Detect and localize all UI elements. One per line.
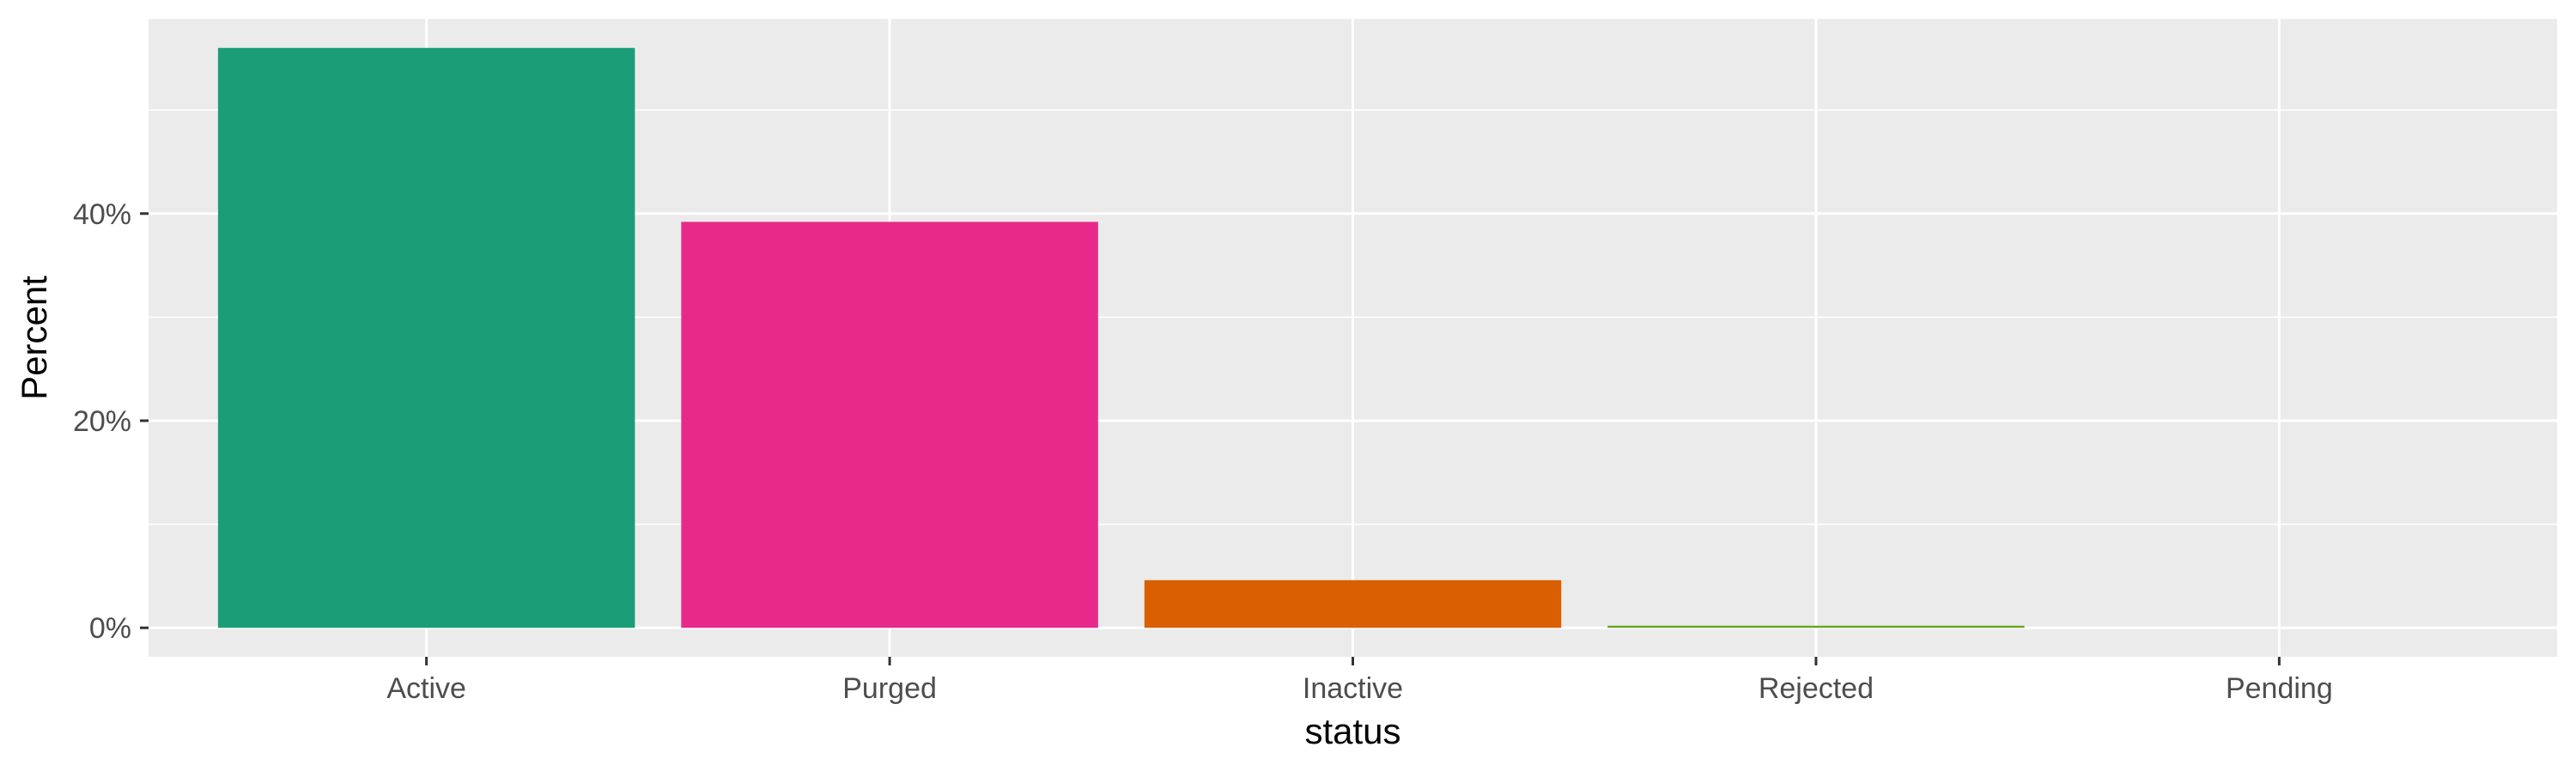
x-tick-label: Inactive: [1303, 672, 1403, 705]
bar-purged: [681, 222, 1098, 628]
x-tick-label: Purged: [842, 672, 937, 705]
y-axis: 0% 20% 40%: [73, 198, 149, 645]
bar-rejected: [1607, 625, 2025, 628]
x-tick-label: Active: [386, 672, 466, 705]
x-axis-title: status: [1304, 711, 1400, 751]
y-tick-label: 0%: [89, 612, 131, 645]
y-axis-title: Percent: [14, 276, 54, 400]
bar-active: [217, 47, 635, 628]
bars: [217, 47, 2025, 628]
y-tick-label: 20%: [73, 405, 131, 438]
x-axis: Active Purged Inactive Rejected Pending: [386, 657, 2333, 705]
bar-inactive: [1144, 580, 1562, 628]
x-tick-label: Rejected: [1759, 672, 1874, 705]
x-tick-label: Pending: [2226, 672, 2333, 705]
y-tick-label: 40%: [73, 198, 131, 231]
